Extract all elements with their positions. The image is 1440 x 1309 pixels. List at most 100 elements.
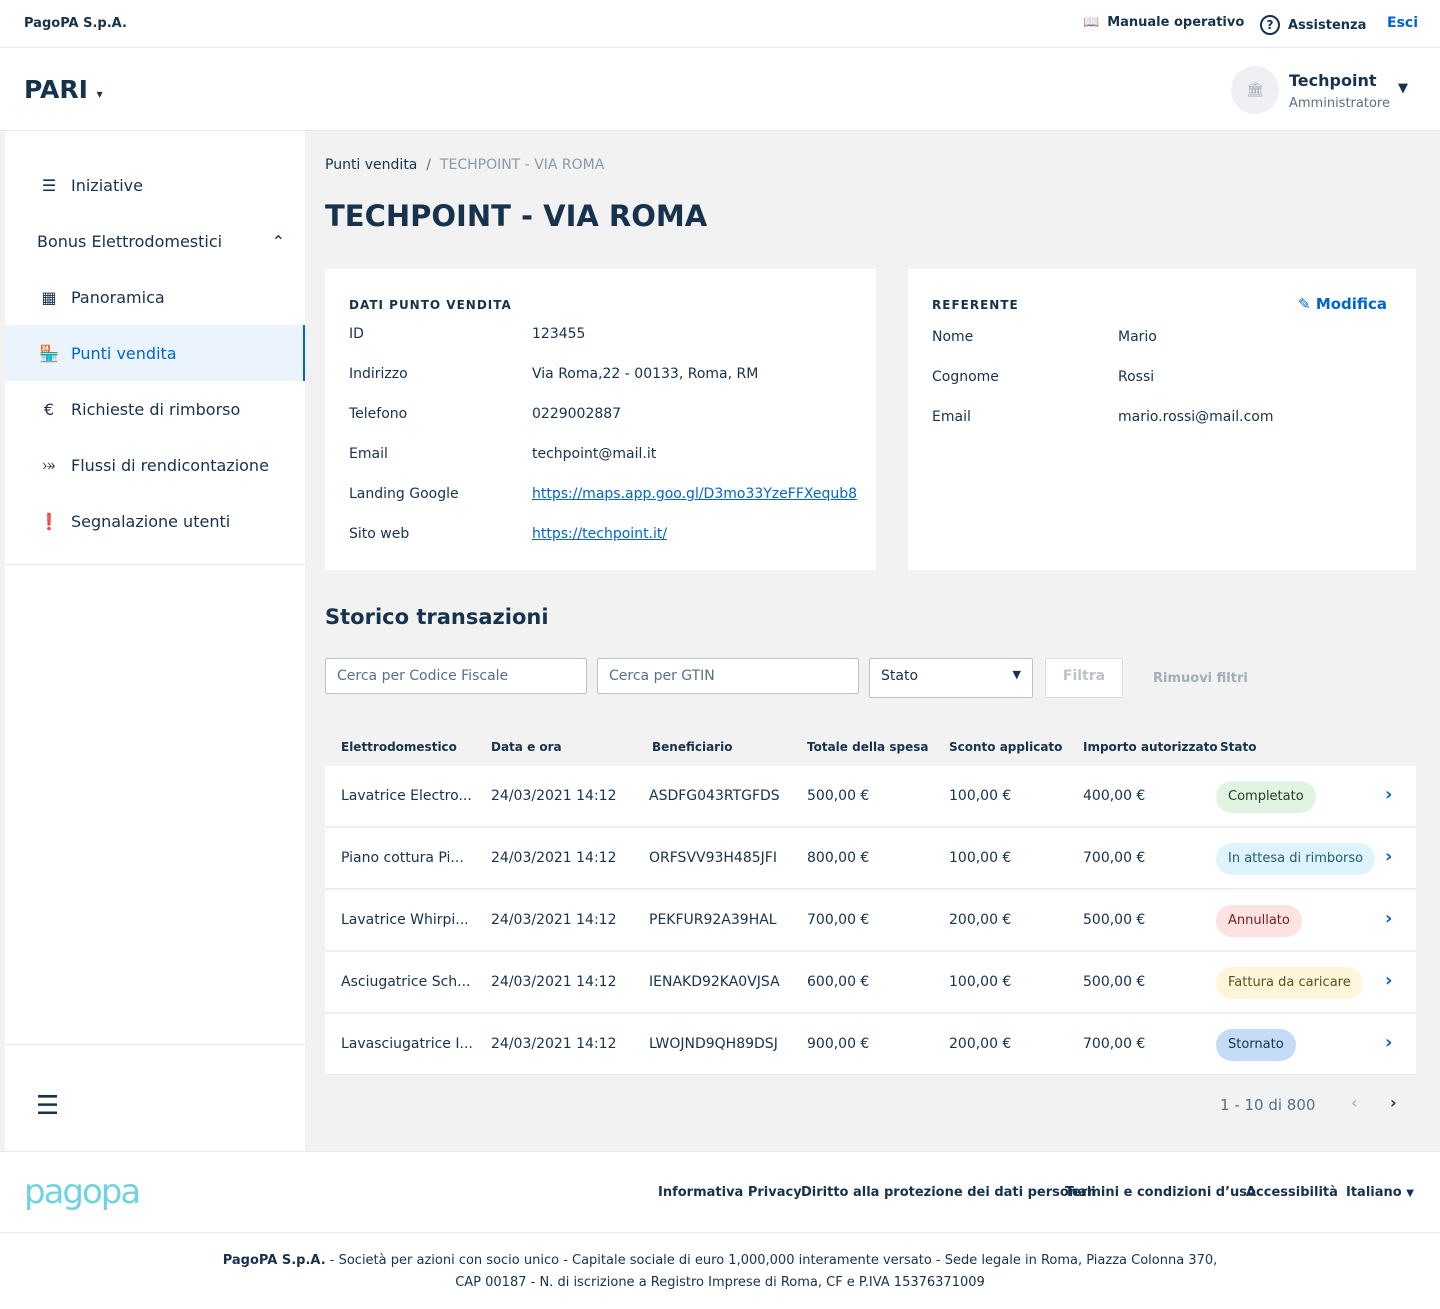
menu-collapse-icon[interactable]: ☰ (36, 1091, 60, 1121)
party-name[interactable]: Techpoint (1289, 71, 1377, 90)
language-select[interactable]: Italiano ▼ (1346, 1185, 1414, 1200)
sidebar-item-iniziative[interactable]: ☰ Iniziative (5, 157, 305, 213)
column-header: Stato (1220, 740, 1257, 754)
store-field-label: Email (349, 446, 388, 462)
sidebar-item-segnalazione[interactable]: ❗ Segnalazione utenti (39, 511, 231, 531)
table-cell: 200,00 € (949, 1036, 1012, 1052)
table-cell: Lavatrice Whirpi... (341, 912, 469, 928)
status-badge: Completato (1216, 781, 1316, 813)
table-cell: IENAKD92KA0VJSA (649, 974, 780, 990)
table-cell: 400,00 € (1083, 788, 1146, 804)
table-cell: 24/03/2021 14:12 (491, 974, 617, 990)
caret-down-icon: ▼ (1012, 668, 1021, 681)
store-icon: 🏪 (39, 343, 59, 363)
left-gutter (0, 131, 5, 1151)
prev-page-icon[interactable]: ‹ (1351, 1093, 1358, 1112)
help-link[interactable]: ? Assistenza (1260, 15, 1366, 35)
filter-button[interactable]: Filtra (1045, 658, 1123, 698)
main-content: Punti vendita / TECHPOINT - VIA ROMA TEC… (305, 131, 1440, 1151)
table-cell: Asciugatrice Sch... (341, 974, 471, 990)
footer: pagopa Informativa Privacy Diritto alla … (0, 1151, 1440, 1233)
pencil-icon: ✎ (1298, 295, 1311, 313)
table-row[interactable]: Asciugatrice Sch... 24/03/2021 14:12 IENAK… (325, 952, 1416, 1013)
manual-link[interactable]: 📖 Manuale operativo (1083, 15, 1245, 30)
product-switcher[interactable]: PARI ▾ (24, 75, 103, 104)
status-badge: Stornato (1216, 1029, 1296, 1061)
table-cell: 600,00 € (807, 974, 870, 990)
sidebar-group-bonus[interactable]: Bonus Elettrodomestici ⌃ (37, 231, 285, 251)
next-page-icon[interactable]: › (1390, 1093, 1397, 1112)
store-field-label: Landing Google (349, 486, 459, 502)
reset-filters-button[interactable]: Rimuovi filtri (1153, 671, 1248, 686)
store-field-value: techpoint@mail.it (532, 446, 657, 462)
flow-icon: ⤖ (42, 455, 56, 474)
store-field-value: 123455 (532, 326, 586, 342)
column-header: Beneficiario (652, 740, 733, 754)
table-cell: 800,00 € (807, 850, 870, 866)
table-cell: 100,00 € (949, 974, 1012, 990)
store-field-link[interactable]: https://techpoint.it/ (532, 526, 668, 542)
referent-field-label: Email (932, 409, 971, 425)
header: PARI ▾ 🏛 Techpoint Amministratore ▼ (0, 49, 1440, 131)
chevron-right-icon[interactable]: › (1385, 784, 1393, 805)
footer-link-privacy[interactable]: Informativa Privacy (658, 1185, 802, 1200)
column-header: Elettrodomestico (341, 740, 457, 754)
chevron-right-icon[interactable]: › (1385, 908, 1393, 929)
store-field-value: Via Roma,22 - 00133, Roma, RM (532, 366, 759, 382)
store-heading: DATI PUNTO VENDITA (349, 298, 512, 312)
top-bar: PagoPA S.p.A. 📖 Manuale operativo ? Assist… (0, 0, 1440, 48)
status-badge: Annullato (1216, 905, 1302, 937)
table-row[interactable]: Lavatrice Whirpi... 24/03/2021 14:12 PEKFU… (325, 890, 1416, 951)
store-field-value: 0229002887 (532, 406, 622, 422)
table-cell: 700,00 € (1083, 850, 1146, 866)
table-row[interactable]: Lavatrice Electro... 24/03/2021 14:12 ASDF… (325, 766, 1416, 827)
breadcrumb-parent[interactable]: Punti vendita (325, 157, 418, 173)
pagination-info: 1 - 10 di 800 (1220, 1096, 1316, 1114)
list-icon: ☰ (41, 175, 57, 195)
referent-field-label: Nome (932, 329, 974, 345)
footer-link-data-protection[interactable]: Diritto alla protezione dei dati persona… (801, 1185, 1096, 1200)
caret-down-icon: ▾ (96, 87, 103, 101)
sidebar-item-punti-vendita[interactable]: 🏪 Punti vendita (5, 325, 305, 381)
store-field-link[interactable]: https://maps.app.goo.gl/D3mo33YzeFFXequb… (532, 486, 858, 502)
status-select[interactable]: Stato ▼ (869, 658, 1033, 698)
sidebar: ☰ Iniziative Bonus Elettrodomestici ⌃ ▦ Pan… (5, 131, 305, 1151)
alert-icon: ❗ (39, 511, 59, 531)
sidebar-item-flussi[interactable]: ⤖ Flussi di rendicontazione (5, 437, 305, 493)
referent-field-value: mario.rossi@mail.com (1118, 409, 1274, 425)
referent-card: REFERENTE ✎ Modifica Nome Mario Cognome Ros… (908, 269, 1416, 570)
footer-link-accessibility[interactable]: Accessibilità (1246, 1185, 1338, 1200)
store-field-label: Telefono (349, 406, 408, 422)
store-field-label: Sito web (349, 526, 410, 542)
table-row[interactable]: Lavasciugatrice I... 24/03/2021 14:12 LWOJ… (325, 1014, 1416, 1075)
transactions-title: Storico transazioni (325, 605, 549, 629)
footer-link-terms[interactable]: Termini e condizioni d’uso (1065, 1185, 1256, 1200)
sidebar-item-rimborso[interactable]: € Richieste di rimborso (5, 381, 305, 437)
cf-search-input[interactable]: Cerca per Codice Fiscale (325, 658, 587, 694)
chevron-right-icon[interactable]: › (1385, 970, 1393, 991)
edit-button[interactable]: ✎ Modifica (1298, 295, 1388, 313)
chevron-up-icon: ⌃ (271, 231, 285, 251)
pagopa-logo: pagopa (24, 1172, 141, 1212)
caret-down-icon: ▼ (1406, 1188, 1414, 1199)
table-cell: ASDFG043RTGFDS (649, 788, 780, 804)
gtin-search-input[interactable]: Cerca per GTIN (597, 658, 859, 694)
table-cell: 500,00 € (807, 788, 870, 804)
divider (5, 1044, 305, 1045)
table-cell: 100,00 € (949, 788, 1012, 804)
logout-button[interactable]: Esci (1387, 15, 1418, 31)
store-card: DATI PUNTO VENDITA ID 123455 Indirizzo Via … (325, 269, 876, 570)
chevron-right-icon[interactable]: › (1385, 1032, 1393, 1053)
sidebar-item-panoramica[interactable]: ▦ Panoramica (5, 269, 305, 325)
party-avatar: 🏛 (1231, 66, 1279, 114)
table-cell: Piano cottura Pi... (341, 850, 464, 866)
table-row[interactable]: Piano cottura Pi... 24/03/2021 14:12 ORFSV… (325, 828, 1416, 889)
column-header: Totale della spesa (807, 740, 929, 754)
table-cell: 500,00 € (1083, 912, 1146, 928)
table-cell: 24/03/2021 14:12 (491, 912, 617, 928)
party-role: Amministratore (1289, 96, 1390, 111)
party-caret-down-icon[interactable]: ▼ (1398, 81, 1408, 96)
table-cell: Lavatrice Electro... (341, 788, 472, 804)
chevron-right-icon[interactable]: › (1385, 846, 1393, 867)
status-badge: Fattura da caricare (1216, 967, 1363, 999)
